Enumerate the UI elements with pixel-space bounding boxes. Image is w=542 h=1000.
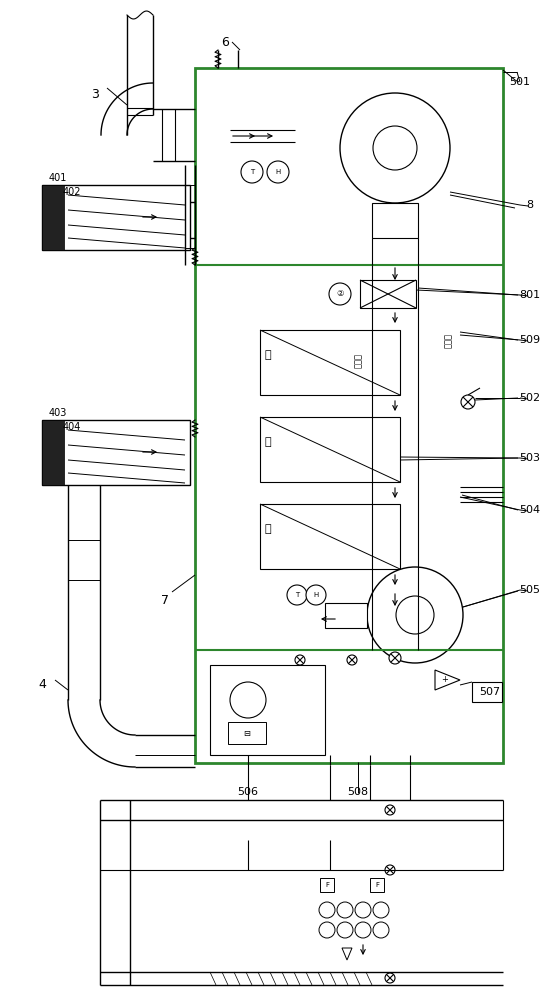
Text: 507: 507 bbox=[480, 687, 501, 697]
Circle shape bbox=[461, 395, 475, 409]
Circle shape bbox=[373, 126, 417, 170]
Text: 402: 402 bbox=[63, 187, 81, 197]
Bar bbox=[42, 420, 190, 485]
Text: 6: 6 bbox=[221, 35, 229, 48]
Circle shape bbox=[373, 902, 389, 918]
Text: 509: 509 bbox=[519, 335, 540, 345]
Bar bbox=[360, 280, 416, 308]
Bar bbox=[42, 185, 64, 250]
Text: 4: 4 bbox=[38, 678, 46, 692]
Circle shape bbox=[230, 682, 266, 718]
Circle shape bbox=[319, 902, 335, 918]
Circle shape bbox=[306, 585, 326, 605]
Bar bbox=[320, 878, 334, 892]
Text: H: H bbox=[313, 592, 319, 598]
Circle shape bbox=[355, 902, 371, 918]
Text: 503: 503 bbox=[519, 453, 540, 463]
Circle shape bbox=[340, 93, 450, 203]
Text: 404: 404 bbox=[63, 422, 81, 432]
Text: H: H bbox=[275, 169, 281, 175]
Bar bbox=[260, 330, 400, 395]
Circle shape bbox=[385, 865, 395, 875]
Circle shape bbox=[295, 655, 305, 665]
Text: 502: 502 bbox=[519, 393, 540, 403]
Text: 401: 401 bbox=[49, 173, 67, 183]
Text: 501: 501 bbox=[509, 77, 531, 87]
Text: 508: 508 bbox=[347, 787, 369, 797]
Text: F: F bbox=[375, 882, 379, 888]
Text: 新风阀: 新风阀 bbox=[353, 353, 363, 367]
Text: 801: 801 bbox=[519, 290, 540, 300]
Text: 505: 505 bbox=[519, 585, 540, 595]
Bar bbox=[195, 68, 503, 763]
Circle shape bbox=[337, 902, 353, 918]
Bar bbox=[210, 665, 325, 755]
Text: 506: 506 bbox=[237, 787, 259, 797]
Bar bbox=[42, 420, 64, 485]
Circle shape bbox=[389, 652, 401, 664]
Text: 7: 7 bbox=[161, 593, 169, 606]
Circle shape bbox=[355, 922, 371, 938]
Polygon shape bbox=[435, 670, 460, 690]
Text: ＋: ＋ bbox=[264, 524, 272, 534]
Circle shape bbox=[287, 585, 307, 605]
Polygon shape bbox=[342, 948, 352, 960]
Text: +: + bbox=[442, 676, 448, 684]
Text: 403: 403 bbox=[49, 408, 67, 418]
Text: －: － bbox=[264, 350, 272, 360]
Bar bbox=[228, 722, 266, 744]
Bar bbox=[370, 878, 384, 892]
Circle shape bbox=[385, 973, 395, 983]
Circle shape bbox=[319, 922, 335, 938]
Circle shape bbox=[367, 567, 463, 663]
Bar bbox=[260, 417, 400, 482]
Circle shape bbox=[373, 922, 389, 938]
Text: 蒸发器: 蒸发器 bbox=[443, 332, 453, 348]
Text: 504: 504 bbox=[519, 505, 540, 515]
Circle shape bbox=[347, 655, 357, 665]
Text: 8: 8 bbox=[526, 200, 533, 210]
Text: 3: 3 bbox=[91, 89, 99, 102]
Text: T: T bbox=[295, 592, 299, 598]
Bar bbox=[472, 682, 502, 702]
Circle shape bbox=[337, 922, 353, 938]
Circle shape bbox=[385, 805, 395, 815]
Text: F: F bbox=[325, 882, 329, 888]
Text: ＋: ＋ bbox=[264, 437, 272, 447]
Bar bbox=[325, 603, 367, 628]
Text: ⊟: ⊟ bbox=[243, 728, 250, 738]
Circle shape bbox=[267, 161, 289, 183]
Bar bbox=[260, 504, 400, 569]
Circle shape bbox=[241, 161, 263, 183]
Circle shape bbox=[329, 283, 351, 305]
Bar bbox=[42, 185, 190, 250]
Text: ②: ② bbox=[336, 290, 344, 298]
Circle shape bbox=[396, 596, 434, 634]
Bar bbox=[372, 203, 418, 238]
Text: T: T bbox=[250, 169, 254, 175]
